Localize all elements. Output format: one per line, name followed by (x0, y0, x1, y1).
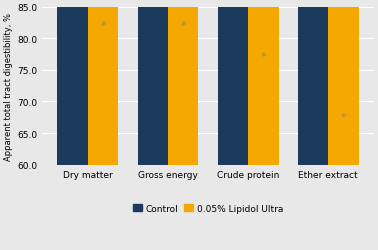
Bar (218, 0, 248, 165)
Bar (88, 0, 118, 165)
Bar (138, 0, 168, 165)
Text: *: * (341, 112, 346, 122)
Text: *: * (180, 21, 186, 31)
Bar (57, 0, 88, 165)
Bar (328, 0, 359, 165)
Bar (298, 0, 328, 165)
Bar (168, 0, 198, 165)
Y-axis label: Apparent total tract digestibility, %: Apparent total tract digestibility, % (4, 13, 13, 160)
Text: *: * (100, 21, 106, 31)
Legend: Control, 0.05% Lipidol Ultra: Control, 0.05% Lipidol Ultra (133, 204, 283, 213)
Text: *: * (260, 52, 266, 62)
Bar (248, 0, 279, 165)
